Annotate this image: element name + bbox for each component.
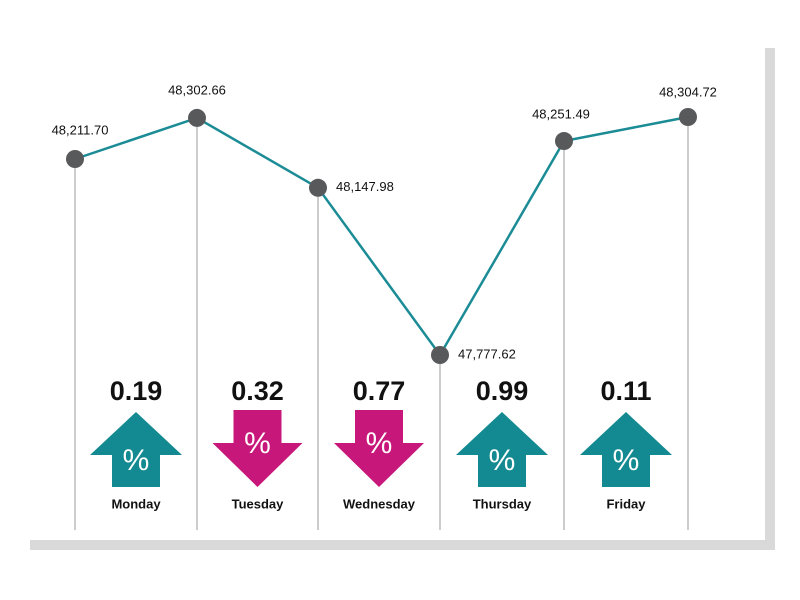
- percent-sign: %: [366, 427, 393, 460]
- arrow-down: [334, 410, 424, 487]
- value-label: 48,302.66: [168, 82, 226, 97]
- day-label: Friday: [606, 496, 646, 511]
- change-value: 0.99: [476, 376, 529, 406]
- change-value: 0.77: [353, 376, 406, 406]
- change-value: 0.19: [110, 376, 163, 406]
- data-point: [188, 108, 206, 127]
- data-point: [679, 108, 697, 126]
- data-point: [309, 178, 327, 197]
- arrow-down: [212, 410, 303, 487]
- change-value: 0.11: [600, 376, 651, 406]
- index-line: [74, 115, 689, 358]
- value-label: 48,304.72: [659, 84, 717, 99]
- value-label: 47,777.62: [458, 346, 516, 361]
- day-label: Thursday: [473, 496, 532, 511]
- value-label: 48,147.98: [336, 179, 394, 194]
- data-point: [66, 150, 84, 169]
- day-label: Tuesday: [232, 496, 285, 511]
- arrow-up: [90, 412, 182, 487]
- percent-sign: %: [613, 444, 640, 477]
- percent-sign: %: [123, 444, 150, 477]
- percent-sign: %: [244, 427, 271, 460]
- day-label: Monday: [111, 496, 161, 511]
- data-point: [431, 346, 449, 364]
- day-label: Wednesday: [343, 496, 416, 511]
- value-label: 48,251.49: [532, 106, 590, 121]
- percent-sign: %: [489, 444, 516, 477]
- value-label: 48,211.70: [52, 122, 109, 137]
- change-value: 0.32: [231, 376, 284, 406]
- arrow-up: [580, 412, 672, 487]
- data-point: [555, 132, 573, 151]
- arrow-up: [456, 412, 548, 487]
